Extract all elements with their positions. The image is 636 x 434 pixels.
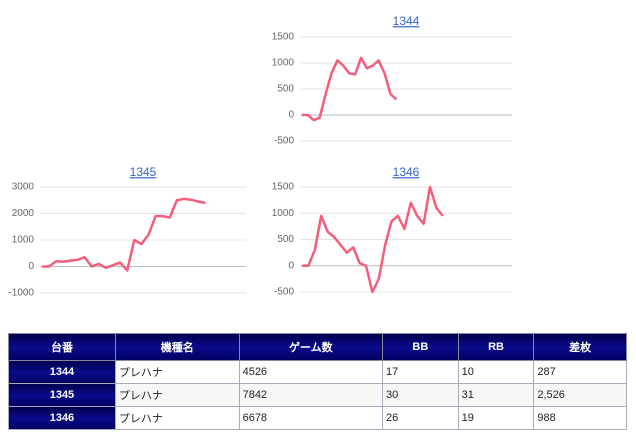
line-series	[302, 185, 444, 294]
table-cell: 988	[533, 406, 627, 430]
table-cell: プレハナ	[114, 406, 240, 430]
y-tick-label: 1000	[12, 235, 35, 246]
table-cell: 287	[533, 360, 627, 384]
header-cell: ゲーム数	[238, 333, 383, 361]
table-body: 1344 プレハナ 4526 17 10 287 1345 プレハナ 7842 30 31 2,526…	[8, 360, 627, 430]
table-cell: 4526	[238, 360, 383, 384]
y-tick-label: 3000	[12, 182, 35, 193]
machine-number: 1345	[8, 383, 116, 407]
header-cell: 台番	[8, 333, 116, 361]
y-tick-label: -500	[274, 136, 294, 147]
y-tick-label: 0	[288, 260, 294, 271]
table-cell: 26	[381, 406, 459, 430]
y-tick-label: 1500	[272, 182, 295, 193]
table-cell: 30	[381, 383, 459, 407]
y-tick-label: 1000	[272, 58, 295, 69]
table-row: 1344 プレハナ 4526 17 10 287	[8, 360, 627, 384]
result-table: 台番 機種名 ゲーム数 BB RB 差枚 1344 プレハナ 4526 17 10 287 1345 プ…	[8, 333, 627, 430]
chart-title[interactable]: 1346	[393, 165, 420, 179]
table-cell: 7842	[238, 383, 383, 407]
line-series	[42, 197, 206, 272]
table-row: 1345 プレハナ 7842 30 31 2,526	[8, 383, 627, 407]
table-cell: プレハナ	[114, 360, 240, 384]
line-series	[302, 56, 398, 122]
y-tick-label: 2000	[12, 208, 35, 219]
header-row: 台番 機種名 ゲーム数 BB RB 差枚	[8, 333, 627, 361]
header-cell: BB	[381, 333, 459, 361]
chart-title[interactable]: 1344	[393, 14, 420, 28]
y-tick-label: 0	[288, 110, 294, 121]
table-row: 1346 プレハナ 6678 26 19 988	[8, 406, 627, 430]
y-tick-label: -1000	[8, 288, 34, 299]
header-cell: 機種名	[114, 333, 240, 361]
y-tick-label: -500	[274, 287, 294, 298]
y-tick-label: 500	[277, 234, 294, 245]
machine-number: 1344	[8, 360, 116, 384]
table-cell: 10	[457, 360, 535, 384]
table-cell: 19	[457, 406, 535, 430]
table-cell: 6678	[238, 406, 383, 430]
table-cell: プレハナ	[114, 383, 240, 407]
chart-title[interactable]: 1345	[130, 165, 157, 179]
header-cell: 差枚	[533, 333, 627, 361]
y-tick-label: 500	[277, 84, 294, 95]
machine-number: 1346	[8, 406, 116, 430]
table-cell: 17	[381, 360, 459, 384]
y-tick-label: 1500	[272, 32, 295, 43]
charts: 1344 -500 0 500 1000 1500 1345 -1000 0 1000 2000 30…	[8, 14, 512, 299]
y-tick-label: 0	[28, 261, 34, 272]
y-tick-label: 1000	[272, 208, 295, 219]
table-cell: 2,526	[533, 383, 627, 407]
table-cell: 31	[457, 383, 535, 407]
header-cell: RB	[457, 333, 535, 361]
